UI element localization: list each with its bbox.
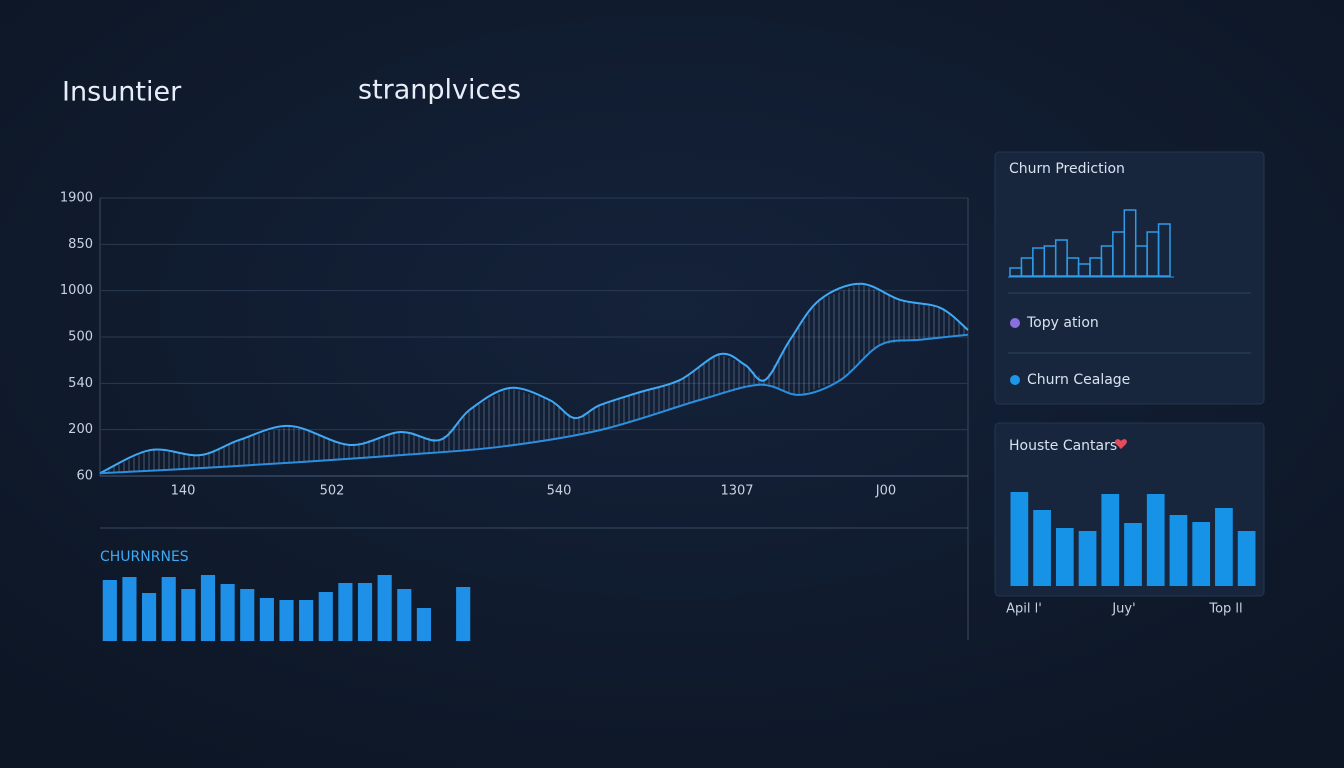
bar xyxy=(1101,494,1120,586)
bar xyxy=(1237,531,1256,586)
legend-label: Topy ation xyxy=(1026,315,1099,331)
y-tick-label: 850 xyxy=(68,237,93,252)
bar xyxy=(259,598,274,641)
x-tick-label: Juy' xyxy=(1111,602,1135,617)
bar xyxy=(397,589,412,641)
legend-label: Churn Cealage xyxy=(1027,372,1130,388)
bar xyxy=(161,577,176,641)
line-series xyxy=(99,282,969,475)
bar xyxy=(1215,508,1233,586)
heart-icon xyxy=(1115,439,1127,449)
line-series xyxy=(99,333,969,475)
legend-dot xyxy=(1010,318,1020,328)
app-title: Insuntier xyxy=(62,77,182,108)
app-subtitle: stranplvices xyxy=(358,75,521,106)
chart-title: CHURNRNES xyxy=(100,549,189,565)
bar xyxy=(357,583,373,641)
bar xyxy=(318,592,333,641)
bar xyxy=(142,593,157,641)
bar xyxy=(377,575,392,641)
y-tick-label: 60 xyxy=(76,469,93,484)
legend-dot xyxy=(1010,375,1020,385)
bar xyxy=(456,587,471,641)
y-tick-label: 1900 xyxy=(60,191,93,206)
bar xyxy=(299,600,314,641)
bar xyxy=(122,577,137,641)
bar xyxy=(200,575,216,641)
x-tick-label: 540 xyxy=(547,484,572,499)
bar xyxy=(1123,209,1137,277)
bar xyxy=(416,608,431,641)
x-tick-label: 502 xyxy=(320,484,345,499)
x-tick-label: 1307 xyxy=(720,484,753,499)
bar xyxy=(1192,522,1211,586)
bar xyxy=(102,580,117,641)
panel xyxy=(994,151,1265,405)
panel-title: Churn Prediction xyxy=(1009,161,1125,177)
bar xyxy=(338,583,353,641)
bar xyxy=(279,600,294,641)
bar xyxy=(240,589,255,641)
bar xyxy=(1146,494,1165,586)
bar xyxy=(1169,515,1188,586)
x-tick-label: Top ll xyxy=(1208,602,1242,617)
bar xyxy=(1055,528,1074,586)
y-tick-label: 200 xyxy=(68,422,93,437)
bar xyxy=(220,584,235,641)
panel-title: Houste Cantars xyxy=(1009,438,1117,454)
y-tick-label: 540 xyxy=(68,376,93,391)
x-tick-label: J00 xyxy=(875,484,896,499)
bar xyxy=(1078,531,1097,586)
bar xyxy=(1033,510,1051,586)
x-tick-label: 140 xyxy=(171,484,196,499)
y-tick-label: 500 xyxy=(68,330,93,345)
y-tick-label: 1000 xyxy=(60,283,93,298)
x-tick-label: Apil l' xyxy=(1006,602,1042,617)
bar xyxy=(1124,523,1142,586)
bar xyxy=(1157,223,1171,277)
bar xyxy=(1010,492,1029,586)
bar xyxy=(181,589,196,641)
